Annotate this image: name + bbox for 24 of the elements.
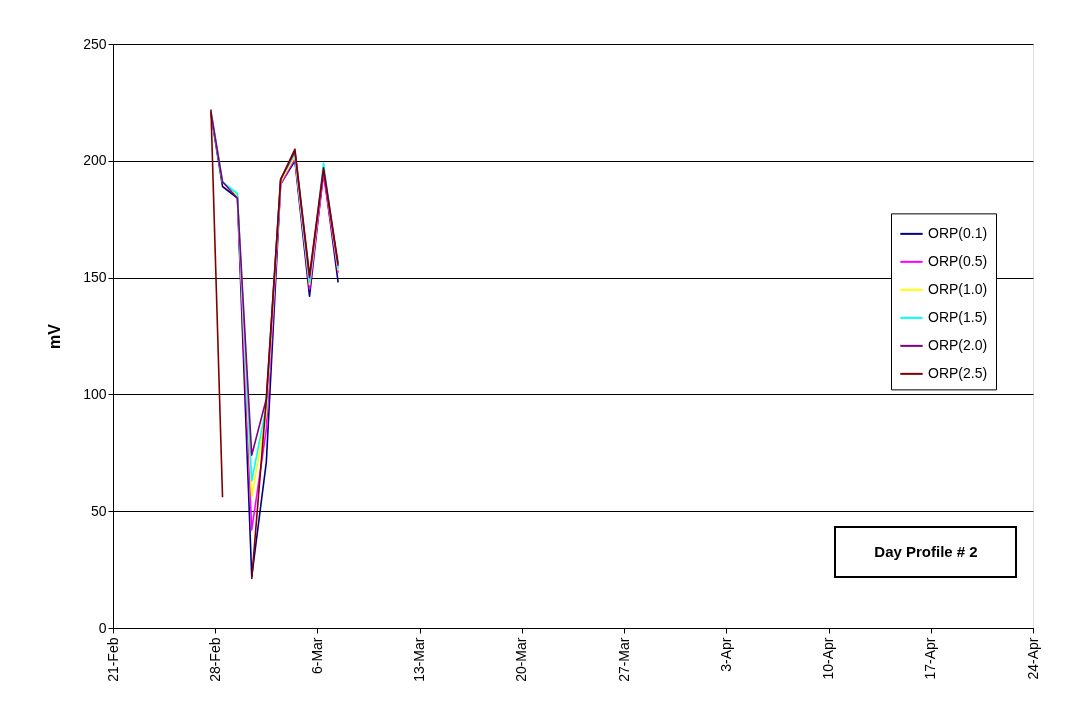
y-tick-label: 100	[83, 385, 107, 402]
x-tick-label: 6-Mar	[308, 637, 325, 675]
x-tick-label: 21-Feb	[104, 637, 121, 682]
x-tick-label: 24-Apr	[1024, 637, 1041, 680]
x-tick-label: 27-Mar	[615, 637, 632, 682]
y-axis-title: mV	[46, 323, 64, 349]
x-tick-label: 10-Apr	[820, 637, 837, 680]
y-tick-label: 50	[90, 502, 107, 519]
legend-label: ORP(1.0)	[928, 280, 988, 297]
legend-label: ORP(1.5)	[928, 308, 988, 325]
y-tick-label: 150	[83, 269, 107, 286]
y-tick-label: 250	[83, 35, 107, 52]
legend-label: ORP(2.5)	[928, 364, 988, 381]
y-tick-label: 0	[98, 619, 107, 636]
legend-label: ORP(0.5)	[928, 252, 988, 269]
x-tick-label: 3-Apr	[717, 637, 734, 672]
x-tick-label: 17-Apr	[922, 637, 939, 680]
legend-label: ORP(2.0)	[928, 336, 988, 353]
legend-label: ORP(0.1)	[928, 224, 988, 241]
x-tick-label: 20-Mar	[513, 637, 530, 682]
x-tick-label: 28-Feb	[206, 637, 223, 682]
x-tick-label: 13-Mar	[411, 637, 428, 682]
annotation: Day Profile # 2	[874, 543, 978, 560]
y-tick-label: 200	[83, 152, 107, 169]
